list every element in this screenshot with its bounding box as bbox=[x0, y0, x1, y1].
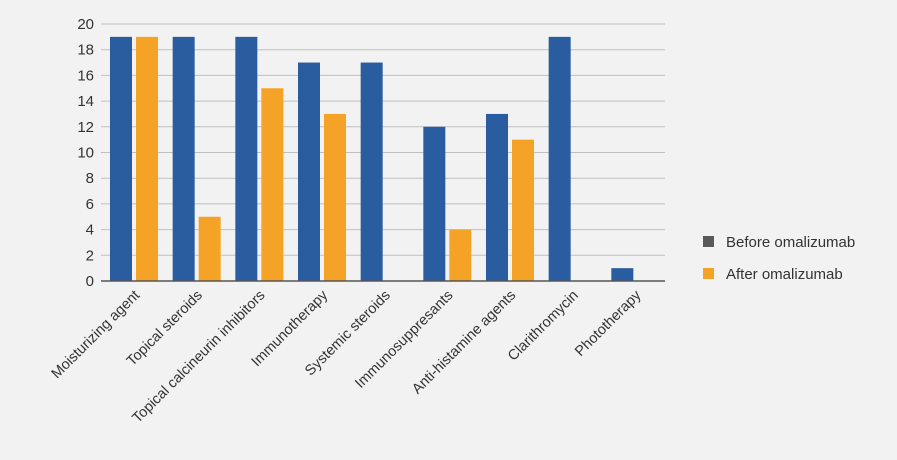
x-tick-label: Anti-histamine agents bbox=[409, 288, 519, 398]
bars bbox=[110, 36, 634, 281]
bar-before bbox=[548, 36, 571, 281]
y-tick-label: 6 bbox=[86, 196, 94, 213]
legend-swatch-after bbox=[703, 268, 714, 279]
y-tick-label: 0 bbox=[86, 273, 94, 290]
legend: Before omalizumab After omalizumab bbox=[703, 234, 855, 283]
bar-before bbox=[611, 268, 634, 281]
bar-after bbox=[512, 139, 534, 281]
y-tick-label: 10 bbox=[77, 145, 94, 162]
legend-item-after: After omalizumab bbox=[703, 266, 843, 283]
legend-item-before: Before omalizumab bbox=[703, 234, 855, 251]
gridlines bbox=[101, 23, 665, 256]
bar-before bbox=[235, 36, 258, 281]
y-tick-label: 2 bbox=[86, 247, 94, 264]
bar-before bbox=[298, 62, 320, 281]
bar-before bbox=[360, 62, 383, 281]
x-tick-label: Moisturizing agent bbox=[49, 288, 144, 383]
bar-after bbox=[261, 88, 284, 281]
legend-swatch-before bbox=[703, 236, 714, 247]
y-tick-label: 8 bbox=[86, 170, 94, 187]
bar-after bbox=[324, 113, 346, 281]
bar-before bbox=[486, 113, 508, 281]
bar-after bbox=[449, 229, 472, 281]
y-tick-label: 4 bbox=[86, 222, 94, 239]
y-tick-label: 14 bbox=[77, 93, 94, 110]
y-tick-label: 16 bbox=[77, 67, 94, 84]
bar-after bbox=[198, 216, 221, 281]
bar-before bbox=[172, 36, 195, 281]
y-tick-label: 18 bbox=[77, 42, 94, 59]
y-tick-label: 12 bbox=[77, 119, 94, 136]
x-tick-label: Phototherapy bbox=[572, 287, 645, 360]
legend-label-before: Before omalizumab bbox=[726, 234, 855, 251]
bar-before bbox=[423, 126, 446, 281]
bar-after bbox=[136, 36, 158, 281]
y-axis: 0 2 4 6 8 10 12 14 16 18 20 bbox=[77, 16, 94, 290]
y-tick-label: 20 bbox=[77, 16, 94, 33]
legend-label-after: After omalizumab bbox=[726, 266, 843, 283]
bar-before bbox=[110, 36, 132, 281]
x-tick-label: Topical calcineurin inhibitors bbox=[130, 288, 269, 427]
